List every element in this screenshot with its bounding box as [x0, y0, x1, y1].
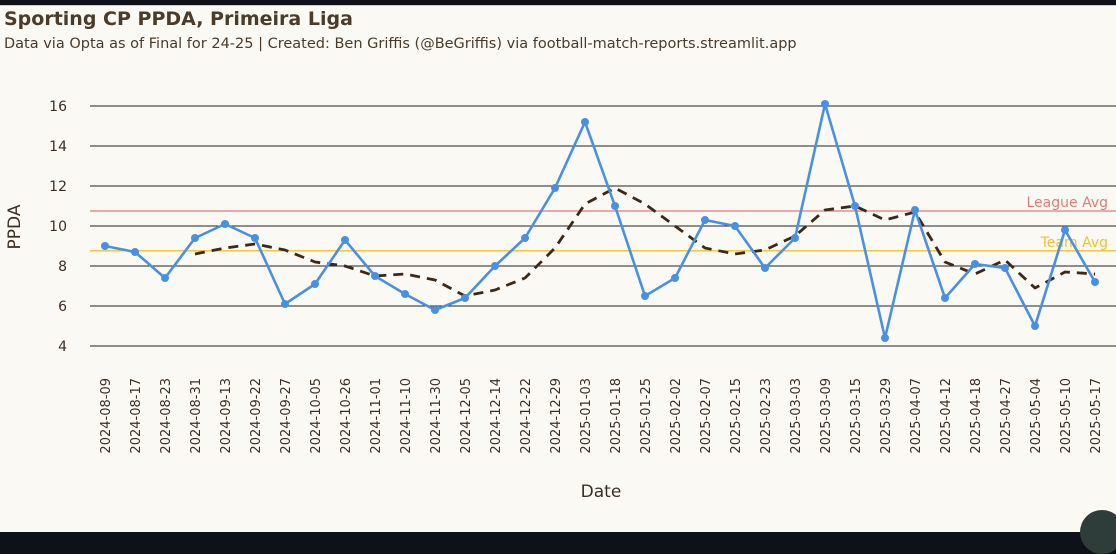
x-tick-label: 2025-04-27 — [999, 378, 1014, 454]
data-point — [1031, 322, 1039, 330]
data-point — [401, 290, 409, 298]
x-tick-label: 2024-12-29 — [549, 378, 564, 454]
y-tick-label: 6 — [58, 299, 67, 315]
rolling-average-series — [194, 186, 1096, 298]
data-point — [641, 292, 649, 300]
data-point — [371, 272, 379, 280]
x-axis-ticks: 2024-08-09 2024-08-17 2024-08-23 2024-08-31… — [99, 378, 1104, 454]
app-status-widget — [1080, 510, 1116, 554]
y-axis-label: PPDA — [5, 204, 25, 249]
data-point — [671, 274, 679, 282]
data-point — [521, 234, 529, 242]
x-tick-label: 2024-12-05 — [459, 378, 474, 454]
data-point — [911, 206, 919, 214]
x-tick-label: 2025-05-17 — [1089, 378, 1104, 454]
data-point — [491, 262, 499, 270]
data-point — [281, 300, 289, 308]
x-tick-label: 2025-05-10 — [1059, 378, 1074, 454]
data-point — [551, 184, 559, 192]
data-point — [341, 236, 349, 244]
data-point — [1061, 226, 1069, 234]
x-tick-label: 2025-03-09 — [819, 378, 834, 454]
data-point — [701, 216, 709, 224]
x-tick-label: 2025-04-07 — [909, 378, 924, 454]
x-tick-label: 2024-10-05 — [309, 378, 324, 454]
x-tick-label: 2025-03-15 — [849, 378, 864, 454]
x-tick-label: 2024-12-14 — [489, 378, 504, 454]
x-tick-label: 2024-09-27 — [279, 378, 294, 454]
chart-title: Sporting CP PPDA, Primeira Liga — [4, 8, 353, 30]
x-tick-label: 2025-02-07 — [699, 378, 714, 454]
y-tick-label: 10 — [49, 219, 67, 235]
data-point — [311, 280, 319, 288]
data-point — [611, 202, 619, 210]
data-point — [101, 242, 109, 250]
data-point — [941, 294, 949, 302]
x-tick-label: 2025-01-18 — [609, 378, 624, 454]
x-tick-label: 2025-01-25 — [639, 378, 654, 454]
y-tick-label: 16 — [49, 99, 67, 115]
x-tick-label: 2025-04-12 — [939, 378, 954, 454]
data-point — [791, 234, 799, 242]
y-tick-label: 12 — [49, 179, 67, 195]
data-point — [971, 260, 979, 268]
data-point — [191, 234, 199, 242]
x-tick-label: 2024-11-30 — [429, 378, 444, 454]
data-point — [1091, 278, 1099, 286]
x-tick-label: 2025-02-15 — [729, 378, 744, 454]
x-tick-label: 2025-04-18 — [969, 378, 984, 454]
x-tick-label: 2024-12-22 — [519, 378, 534, 454]
ppda-series — [101, 100, 1099, 342]
x-tick-label: 2025-03-03 — [789, 378, 804, 454]
x-tick-label: 2024-08-17 — [129, 378, 144, 454]
x-tick-label: 2024-11-10 — [399, 378, 414, 454]
data-point — [461, 294, 469, 302]
data-point — [1001, 264, 1009, 272]
reference-line-label: League Avg — [1027, 195, 1109, 211]
data-point — [161, 274, 169, 282]
y-tick-label: 8 — [58, 259, 67, 275]
x-tick-label: 2025-03-29 — [879, 378, 894, 454]
rolling-average-line — [194, 186, 1096, 298]
x-tick-label: 2024-10-26 — [339, 378, 354, 454]
y-tick-label: 14 — [49, 139, 67, 155]
chart-container: Sporting CP PPDA, Primeira Liga Data via… — [0, 5, 1116, 554]
y-axis-ticks: 4 6 8 10 12 14 16 — [49, 99, 67, 355]
data-point — [251, 234, 259, 242]
x-tick-label: 2024-08-09 — [99, 378, 114, 454]
data-point — [761, 264, 769, 272]
chart-subtitle: Data via Opta as of Final for 24-25 | Cr… — [4, 36, 797, 52]
x-tick-label: 2025-02-23 — [759, 378, 774, 454]
data-point — [821, 100, 829, 108]
grid-lines — [90, 105, 1116, 347]
x-tick-label: 2024-08-23 — [159, 378, 174, 454]
x-tick-label: 2025-01-03 — [579, 378, 594, 454]
data-point — [851, 202, 859, 210]
x-axis-label: Date — [581, 482, 622, 502]
data-point — [731, 222, 739, 230]
y-tick-label: 4 — [58, 339, 67, 355]
x-tick-label: 2024-08-31 — [189, 378, 204, 454]
data-point — [431, 306, 439, 314]
x-tick-label: 2025-02-02 — [669, 378, 684, 454]
x-tick-label: 2024-11-01 — [369, 378, 384, 454]
x-tick-label: 2024-09-22 — [249, 378, 264, 454]
data-point — [881, 334, 889, 342]
data-point — [221, 220, 229, 228]
x-tick-label: 2025-05-04 — [1029, 378, 1044, 454]
ppda-line — [104, 102, 1097, 340]
data-point — [581, 118, 589, 126]
x-tick-label: 2024-09-13 — [219, 378, 234, 454]
data-point — [131, 248, 139, 256]
